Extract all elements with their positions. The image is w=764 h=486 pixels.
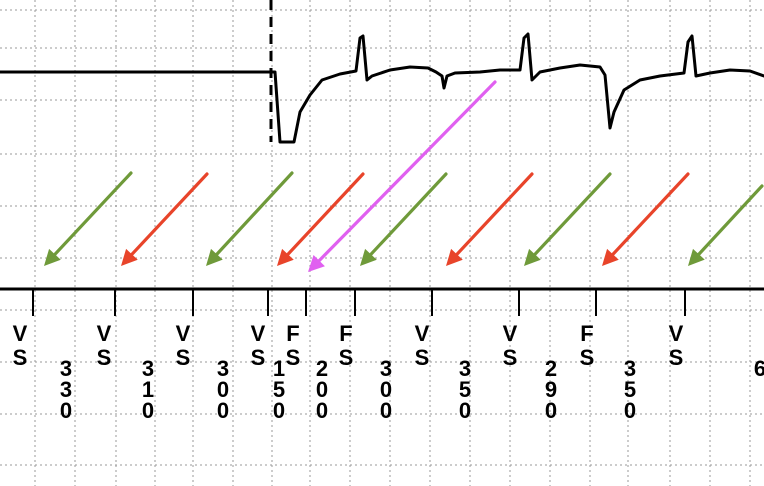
interval-value: 290 bbox=[545, 356, 557, 423]
interval-digit: 2 bbox=[316, 356, 328, 381]
sensed-arrow bbox=[360, 172, 448, 266]
marker-symbol: VS bbox=[415, 289, 433, 370]
interval-value: 300 bbox=[217, 356, 229, 423]
paced-arrow bbox=[602, 172, 690, 266]
marker-bottom-letter: S bbox=[97, 345, 112, 370]
highlight-arrow bbox=[308, 80, 497, 272]
marker-symbol: VS bbox=[97, 289, 116, 370]
interval-digit: 0 bbox=[380, 398, 392, 423]
sensed-arrow bbox=[206, 171, 294, 266]
interval-digit: 0 bbox=[273, 398, 285, 423]
marker-bottom-letter: S bbox=[251, 345, 266, 370]
paced-arrow bbox=[277, 172, 365, 266]
interval-digit: 5 bbox=[624, 377, 636, 402]
interval-digit: 0 bbox=[459, 398, 471, 423]
interval-digit: 0 bbox=[545, 398, 557, 423]
interval-value: 150 bbox=[273, 356, 285, 423]
marker-bottom-letter: S bbox=[286, 345, 301, 370]
marker-symbol: VS bbox=[251, 289, 269, 370]
interval-value: 350 bbox=[624, 356, 636, 423]
interval-digit: 0 bbox=[60, 398, 72, 423]
interval-digit: 0 bbox=[380, 377, 392, 402]
marker-bottom-letter: S bbox=[415, 345, 430, 370]
interval-digit: 3 bbox=[459, 356, 471, 381]
interval-digit: 0 bbox=[624, 398, 636, 423]
marker-top-letter: V bbox=[669, 321, 684, 346]
interval-value: 300 bbox=[380, 356, 392, 423]
marker-top-letter: F bbox=[580, 321, 593, 346]
interval-value: 200 bbox=[316, 356, 328, 423]
interval-digit: 0 bbox=[142, 398, 154, 423]
interval-digit: 5 bbox=[459, 377, 471, 402]
interval-digit: 0 bbox=[217, 377, 229, 402]
interval-digit: 3 bbox=[60, 356, 72, 381]
marker-bottom-letter: S bbox=[669, 345, 684, 370]
marker-symbol: VS bbox=[503, 289, 520, 370]
marker-symbol: VS bbox=[669, 289, 686, 370]
marker-top-letter: V bbox=[13, 321, 28, 346]
marker-bottom-letter: S bbox=[13, 345, 28, 370]
interval-digit: 9 bbox=[545, 377, 557, 402]
marker-top-letter: F bbox=[339, 321, 352, 346]
marker-symbol: VS bbox=[13, 289, 34, 370]
sensed-arrow bbox=[688, 184, 764, 266]
interval-value: 350 bbox=[459, 356, 471, 423]
paced-arrow bbox=[446, 172, 534, 266]
ecg-trace bbox=[0, 32, 764, 144]
interval-digit: 0 bbox=[316, 398, 328, 423]
marker-bottom-letter: S bbox=[176, 345, 191, 370]
interval-digit: 1 bbox=[273, 356, 285, 381]
arrow-group bbox=[44, 80, 764, 272]
interval-digit: 3 bbox=[142, 356, 154, 381]
interval-digit: 2 bbox=[545, 356, 557, 381]
interval-digit: 3 bbox=[217, 356, 229, 381]
marker-bottom-letter: S bbox=[580, 345, 595, 370]
marker-top-letter: V bbox=[415, 321, 430, 346]
marker-top-letter: V bbox=[97, 321, 112, 346]
marker-symbol: FS bbox=[339, 289, 356, 370]
sensed-arrow bbox=[524, 172, 612, 266]
interval-value: 330 bbox=[60, 356, 72, 423]
marker-top-letter: F bbox=[286, 321, 299, 346]
interval-digit: 3 bbox=[624, 356, 636, 381]
marker-bottom-letter: S bbox=[503, 345, 518, 370]
marker-top-letter: V bbox=[503, 321, 518, 346]
paced-arrow bbox=[121, 172, 209, 266]
marker-symbol: VS bbox=[176, 289, 194, 370]
sensed-arrow bbox=[44, 171, 133, 266]
interval-digit: 5 bbox=[273, 377, 285, 402]
marker-top-letter: V bbox=[251, 321, 266, 346]
interval-digit: 1 bbox=[142, 377, 154, 402]
interval-value: 6 bbox=[754, 356, 764, 381]
interval-value: 310 bbox=[142, 356, 154, 423]
marker-top-letter: V bbox=[176, 321, 191, 346]
marker-bottom-letter: S bbox=[339, 345, 354, 370]
interval-digit: 3 bbox=[60, 377, 72, 402]
interval-digit: 0 bbox=[217, 398, 229, 423]
marker-symbol: FS bbox=[580, 289, 597, 370]
interval-digit: 0 bbox=[316, 377, 328, 402]
marker-symbol: FS bbox=[286, 289, 307, 370]
interval-digit: 3 bbox=[380, 356, 392, 381]
interval-digit: 6 bbox=[754, 356, 764, 381]
